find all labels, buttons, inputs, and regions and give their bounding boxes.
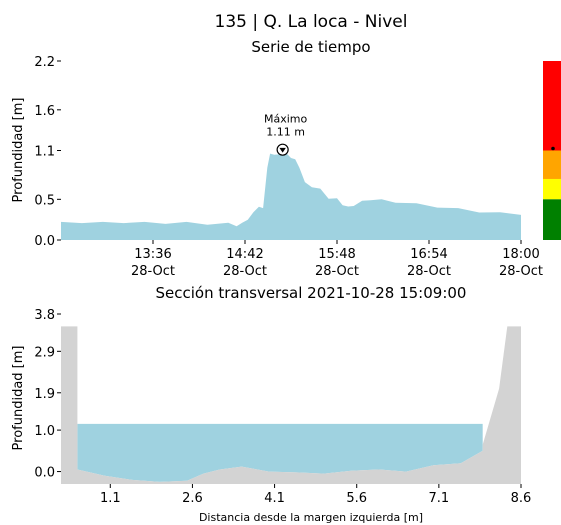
x-tick-date: 28-Oct [499, 264, 543, 279]
y-tick-label: 1.6 [34, 104, 55, 119]
x-tick-date: 28-Oct [223, 264, 267, 279]
depth-area-series [61, 151, 521, 240]
ground-area [61, 326, 521, 484]
y-tick-label: 1.1 [34, 145, 55, 160]
x-tick-time: 14:42 [226, 247, 263, 262]
max-annotation-label: Máximo [264, 113, 308, 126]
y-tick-label: 0.5 [34, 193, 55, 208]
y-tick-label: 0.0 [34, 234, 55, 249]
time-series-title: Serie de tiempo [251, 38, 370, 56]
water-polygon [77, 423, 483, 482]
y-tick-label: 1.0 [34, 424, 55, 439]
alert-level-bar [543, 61, 561, 240]
alert-level-segment [543, 199, 561, 240]
x-tick-label: 7.1 [429, 491, 450, 506]
page-title: 135 | Q. La loca - Nivel [215, 12, 408, 32]
x-tick-date: 28-Oct [315, 264, 359, 279]
time-series-xticks: 13:36 28-Oct 14:42 28-Oct 15:48 28-Oct 16:54 28… [131, 240, 543, 279]
time-series-yticks: 0.0 0.5 1.1 1.6 2.2 [34, 55, 61, 249]
x-tick-label: 4.1 [264, 491, 285, 506]
x-tick-label: 5.6 [346, 491, 367, 506]
x-tick-time: 15:48 [318, 247, 355, 262]
alert-level-segment [543, 61, 561, 151]
y-tick-label: 3.8 [34, 308, 55, 323]
y-tick-label: 2.2 [34, 55, 55, 70]
x-tick-time: 16:54 [410, 247, 447, 262]
alert-level-segment [543, 150, 561, 179]
x-tick-label: 1.1 [100, 491, 121, 506]
max-marker-arrow [279, 147, 286, 153]
y-tick-label: 0.0 [34, 466, 55, 481]
x-tick-label: 2.6 [182, 491, 203, 506]
ground-polygon [61, 326, 521, 484]
x-tick-date: 28-Oct [407, 264, 451, 279]
cross-section-xlabel: Distancia desde la margen izquierda [m] [199, 511, 423, 524]
alert-level-segment [543, 178, 561, 200]
time-series-area [61, 151, 521, 240]
max-annotation: Máximo 1.11 m [264, 113, 308, 156]
time-series-ylabel: Profundidad [m] [11, 98, 26, 203]
y-tick-label: 1.9 [34, 387, 55, 402]
cross-section-chart: Sección transversal 2021-10-28 15:09:00 … [11, 284, 531, 524]
x-tick-time: 18:00 [502, 247, 539, 262]
max-annotation-value: 1.11 m [266, 126, 305, 139]
x-tick-date: 28-Oct [131, 264, 175, 279]
cross-section-xticks: 1.1 2.6 4.1 5.6 7.1 8.6 [100, 484, 531, 506]
cross-section-title: Sección transversal 2021-10-28 15:09:00 [156, 284, 467, 302]
cross-section-yticks: 0.0 1.0 1.9 2.9 3.8 [34, 308, 61, 481]
water-area [77, 423, 483, 482]
y-tick-label: 2.9 [34, 345, 55, 360]
cross-section-ylabel: Profundidad [m] [11, 346, 26, 451]
x-tick-time: 13:36 [134, 247, 171, 262]
current-level-marker [551, 146, 555, 151]
time-series-chart: Serie de tiempo Profundidad [m] 0.0 0.5 1.… [11, 38, 561, 279]
x-tick-label: 8.6 [511, 491, 532, 506]
